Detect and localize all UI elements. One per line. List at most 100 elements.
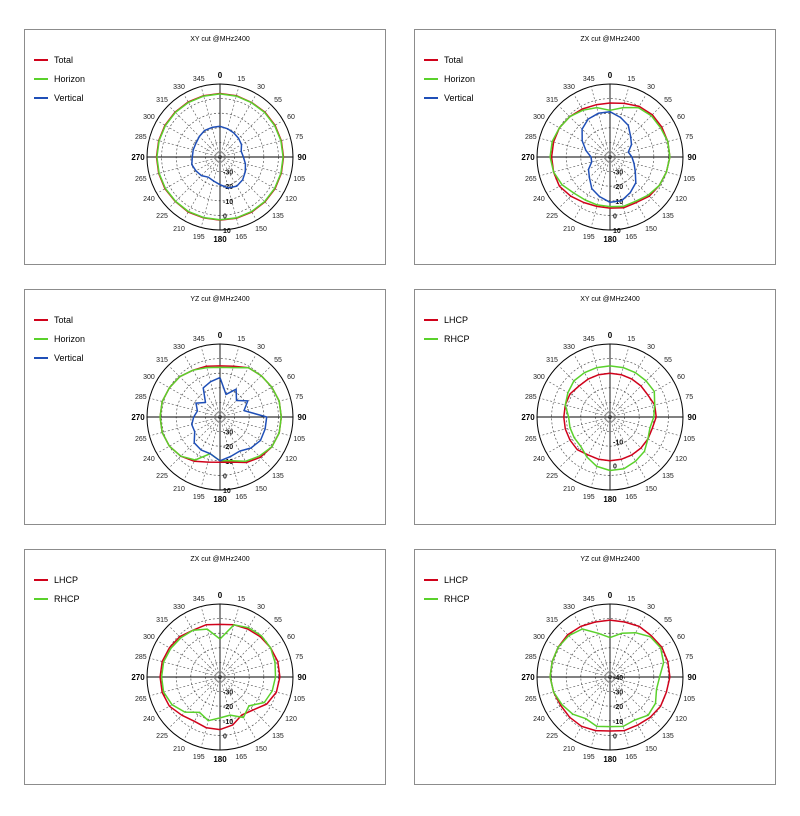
angle-tick-label: 75 <box>295 134 303 141</box>
grid-spoke <box>573 93 611 158</box>
grid-spoke <box>558 365 611 418</box>
angle-tick-label: 120 <box>675 456 687 463</box>
angle-tick-label: 150 <box>645 486 657 493</box>
angle-tick-label: 150 <box>645 746 657 753</box>
angle-tick-label: 165 <box>625 494 637 501</box>
angle-tick-label: 180 <box>603 235 617 244</box>
radial-tick-label: -30 <box>613 690 623 697</box>
grid-spoke <box>149 156 221 177</box>
angle-tick-label: 315 <box>546 617 558 624</box>
grid-spoke <box>558 676 611 729</box>
angle-tick-label: 75 <box>685 134 693 141</box>
grid-spoke <box>183 93 221 158</box>
grid-spoke <box>219 156 272 209</box>
angle-tick-label: 345 <box>193 336 205 343</box>
grid-spoke <box>156 416 221 454</box>
grid-spoke <box>546 676 611 714</box>
angle-tick-label: 150 <box>255 746 267 753</box>
series-line-horizon <box>549 106 671 208</box>
grid-spoke <box>219 86 240 158</box>
grid-spoke <box>539 397 611 418</box>
grid-spoke <box>558 156 611 209</box>
grid-spoke <box>156 156 221 194</box>
angle-tick-label: 105 <box>683 436 695 443</box>
polar-chart-1: XY cut @MHz2400 0 15 30 55 60 75 90 105 120 135 150… <box>24 29 386 265</box>
legend-label: LHCP <box>444 315 468 325</box>
angle-tick-label: 330 <box>173 344 185 351</box>
angle-tick-label: 105 <box>293 696 305 703</box>
grid-spoke <box>219 676 284 714</box>
angle-tick-label: 105 <box>683 176 695 183</box>
angle-tick-label: 75 <box>295 394 303 401</box>
grid-spoke <box>558 625 611 678</box>
grid-spoke <box>219 156 291 177</box>
grid-spoke <box>590 676 611 748</box>
grid-spoke <box>219 416 284 454</box>
angle-tick-label: 135 <box>272 213 284 220</box>
angle-tick-label: 90 <box>298 413 307 422</box>
legend-label: RHCP <box>444 594 470 604</box>
series-line-rhcp <box>549 628 665 728</box>
grid-spoke <box>200 606 221 678</box>
angle-tick-label: 165 <box>235 754 247 761</box>
angle-tick-label: 345 <box>583 596 595 603</box>
grid-spoke <box>200 676 221 748</box>
grid-spoke <box>219 156 284 194</box>
polar-plot-svg: ZX cut @MHz2400 0 15 30 55 60 75 90 105 120 135 150… <box>34 556 307 764</box>
chart-title: XY cut @MHz2400 <box>580 296 640 303</box>
radial-tick-label: -20 <box>223 704 233 711</box>
grid-spoke <box>200 156 221 228</box>
grid-spoke <box>609 416 674 454</box>
angle-tick-label: 30 <box>257 604 265 611</box>
angle-tick-label: 270 <box>131 673 145 682</box>
angle-tick-label: 60 <box>287 374 295 381</box>
angle-tick-label: 135 <box>662 213 674 220</box>
angle-tick-label: 0 <box>608 331 613 340</box>
angle-tick-label: 285 <box>135 134 147 141</box>
angle-tick-label: 150 <box>645 226 657 233</box>
angle-tick-label: 55 <box>664 97 672 104</box>
radial-tick-label: 0 <box>613 213 617 220</box>
angle-tick-label: 90 <box>688 413 697 422</box>
angle-tick-label: 55 <box>664 357 672 364</box>
angle-tick-label: 315 <box>546 97 558 104</box>
angle-tick-label: 210 <box>173 226 185 233</box>
series-line-rhcp <box>160 624 277 722</box>
angle-tick-label: 55 <box>274 357 282 364</box>
grid-spoke <box>168 676 221 729</box>
series-line-vertical <box>191 125 247 189</box>
angle-tick-label: 0 <box>218 71 223 80</box>
polar-plot-svg: XY cut @MHz2400 0 15 30 55 60 75 90 105 120 135 150… <box>34 36 307 244</box>
grid-spoke <box>546 416 611 454</box>
radial-tick-label: -10 <box>613 719 623 726</box>
angle-tick-label: 55 <box>274 97 282 104</box>
angle-tick-label: 75 <box>685 654 693 661</box>
grid-spoke <box>546 380 611 418</box>
angle-tick-label: 270 <box>131 153 145 162</box>
grid-spoke <box>558 105 611 158</box>
angle-tick-label: 270 <box>521 153 535 162</box>
angle-tick-label: 300 <box>533 114 545 121</box>
angle-tick-label: 225 <box>156 733 168 740</box>
angle-tick-label: 165 <box>625 234 637 241</box>
chart-title: XY cut @MHz2400 <box>190 36 250 43</box>
angle-tick-label: 180 <box>213 755 227 764</box>
grid-spoke <box>546 120 611 158</box>
angle-tick-label: 225 <box>156 473 168 480</box>
angle-tick-label: 105 <box>683 696 695 703</box>
angle-tick-label: 225 <box>546 213 558 220</box>
grid-spoke <box>149 397 221 418</box>
grid-spoke <box>609 416 630 488</box>
angle-tick-label: 60 <box>287 114 295 121</box>
angle-tick-label: 120 <box>285 196 297 203</box>
angle-tick-label: 300 <box>143 634 155 641</box>
polar-chart-2: ZX cut @MHz2400 0 15 30 55 60 75 90 105 120 135 150… <box>414 29 776 265</box>
grid-spoke <box>219 346 240 418</box>
grid-spoke <box>219 137 291 158</box>
angle-tick-label: 300 <box>533 374 545 381</box>
grid-spoke <box>609 657 681 678</box>
grid-spoke <box>590 156 611 228</box>
grid-spoke <box>168 105 221 158</box>
legend-label: Total <box>54 315 73 325</box>
legend-label: LHCP <box>54 575 78 585</box>
